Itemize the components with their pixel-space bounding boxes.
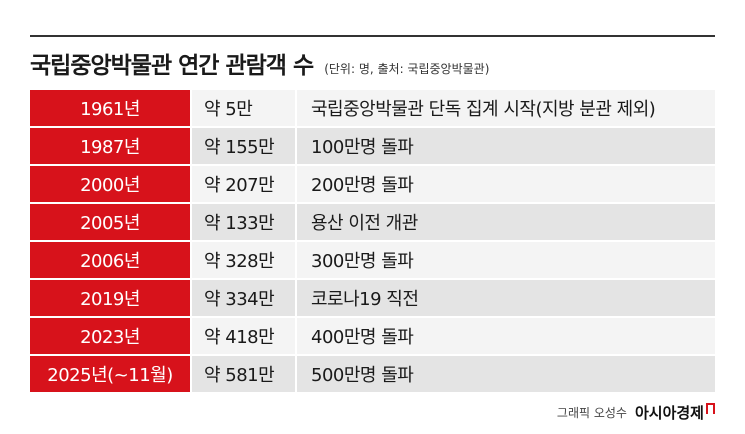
note-cell: 용산 이전 개관: [297, 204, 715, 240]
brand: 아시아경제: [634, 404, 704, 422]
visitors-cell: 약 207만: [192, 166, 295, 202]
table-row: 1961년 약 5만 국립중앙박물관 단독 집계 시작(지방 분관 제외): [30, 90, 715, 126]
table-row: 2019년 약 334만 코로나19 직전: [30, 280, 715, 316]
note-cell: 500만명 돌파: [297, 356, 715, 392]
year-cell: 2006년: [30, 242, 190, 278]
credit: 그래픽 오성수: [556, 406, 627, 420]
note-cell: 200만명 돌파: [297, 166, 715, 202]
subtitle: (단위: 명, 출처: 국립중앙박물관): [324, 62, 490, 76]
table-row: 2000년 약 207만 200만명 돌파: [30, 166, 715, 202]
visitors-cell: 약 328만: [192, 242, 295, 278]
footer: 그래픽 오성수 아시아경제: [557, 402, 715, 423]
top-rule: [30, 35, 715, 37]
year-cell: 2023년: [30, 318, 190, 354]
year-cell: 2000년: [30, 166, 190, 202]
note-cell: 100만명 돌파: [297, 128, 715, 164]
table: 1961년 약 5만 국립중앙박물관 단독 집계 시작(지방 분관 제외) 1987년…: [30, 90, 715, 394]
year-cell: 2019년: [30, 280, 190, 316]
brand-mark: [706, 403, 715, 414]
visitors-cell: 약 155만: [192, 128, 295, 164]
table-row: 2025년(~11월) 약 581만 500만명 돌파: [30, 356, 715, 392]
note-cell: 코로나19 직전: [297, 280, 715, 316]
title: 국립중앙박물관 연간 관람객 수: [30, 53, 314, 79]
table-row: 2006년 약 328만 300만명 돌파: [30, 242, 715, 278]
visitors-cell: 약 133만: [192, 204, 295, 240]
table-row: 2023년 약 418만 400만명 돌파: [30, 318, 715, 354]
year-cell: 1961년: [30, 90, 190, 126]
year-cell: 2005년: [30, 204, 190, 240]
header: 국립중앙박물관 연간 관람객 수 (단위: 명, 출처: 국립중앙박물관): [30, 46, 489, 80]
note-cell: 400만명 돌파: [297, 318, 715, 354]
note-cell: 국립중앙박물관 단독 집계 시작(지방 분관 제외): [297, 90, 715, 126]
table-row: 1987년 약 155만 100만명 돌파: [30, 128, 715, 164]
year-cell: 2025년(~11월): [30, 356, 190, 392]
visitors-cell: 약 5만: [192, 90, 295, 126]
visitors-cell: 약 418만: [192, 318, 295, 354]
note-cell: 300만명 돌파: [297, 242, 715, 278]
year-cell: 1987년: [30, 128, 190, 164]
visitors-cell: 약 334만: [192, 280, 295, 316]
visitors-cell: 약 581만: [192, 356, 295, 392]
table-row: 2005년 약 133만 용산 이전 개관: [30, 204, 715, 240]
